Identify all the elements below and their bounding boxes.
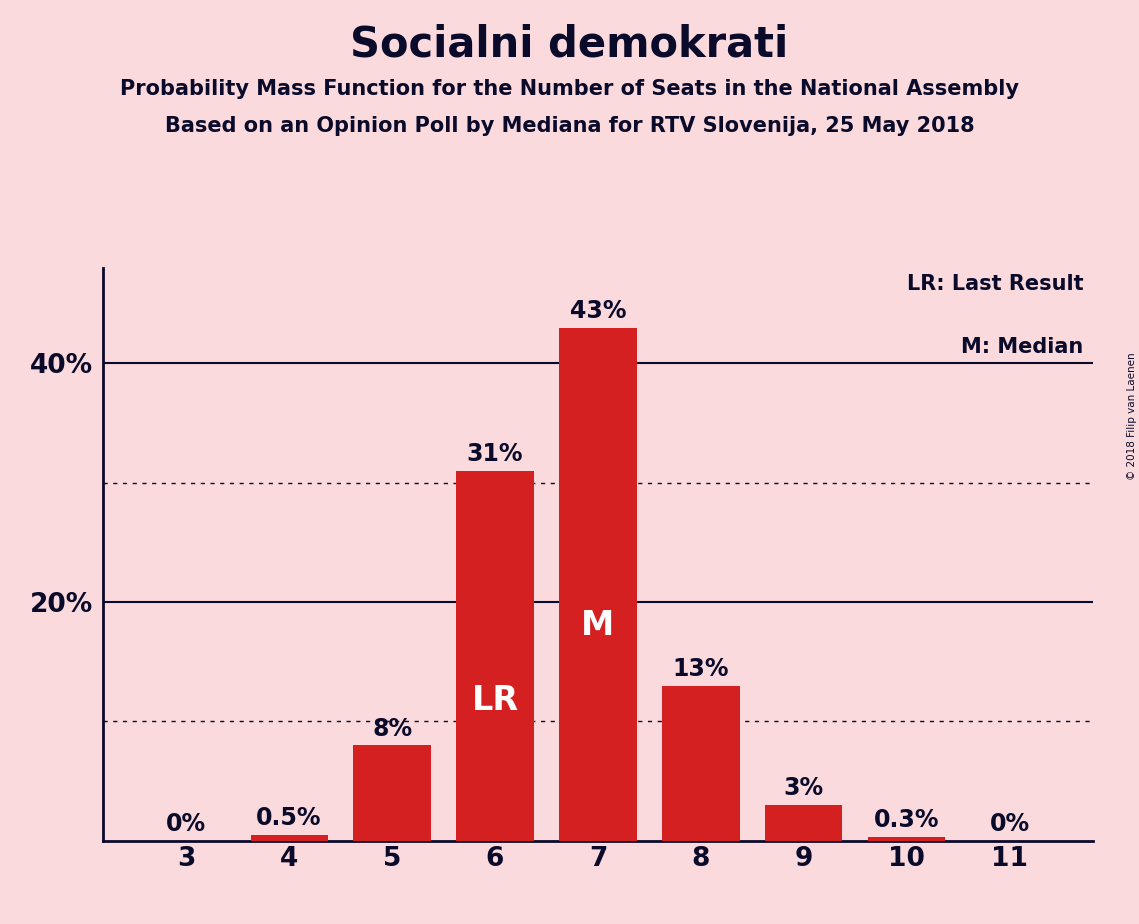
Text: 8%: 8%: [372, 717, 412, 741]
Text: 0.3%: 0.3%: [874, 808, 940, 833]
Text: LR: LR: [472, 684, 518, 717]
Text: 13%: 13%: [673, 657, 729, 681]
Text: 3%: 3%: [784, 776, 823, 800]
Text: Probability Mass Function for the Number of Seats in the National Assembly: Probability Mass Function for the Number…: [120, 79, 1019, 99]
Bar: [457, 471, 534, 841]
Bar: [353, 746, 431, 841]
Text: 31%: 31%: [467, 442, 523, 466]
Text: © 2018 Filip van Laenen: © 2018 Filip van Laenen: [1126, 352, 1137, 480]
Text: LR: Last Result: LR: Last Result: [907, 274, 1083, 294]
Bar: [251, 835, 328, 841]
Text: 0.5%: 0.5%: [256, 806, 322, 830]
Text: 0%: 0%: [990, 812, 1030, 836]
Text: Based on an Opinion Poll by Mediana for RTV Slovenija, 25 May 2018: Based on an Opinion Poll by Mediana for …: [165, 116, 974, 136]
Bar: [662, 686, 739, 841]
Text: 43%: 43%: [570, 298, 626, 322]
Bar: [559, 328, 637, 841]
Text: 0%: 0%: [166, 812, 206, 836]
Text: M: Median: M: Median: [961, 336, 1083, 357]
Bar: [765, 805, 843, 841]
Bar: [868, 837, 945, 841]
Text: M: M: [581, 609, 615, 642]
Text: Socialni demokrati: Socialni demokrati: [351, 23, 788, 65]
